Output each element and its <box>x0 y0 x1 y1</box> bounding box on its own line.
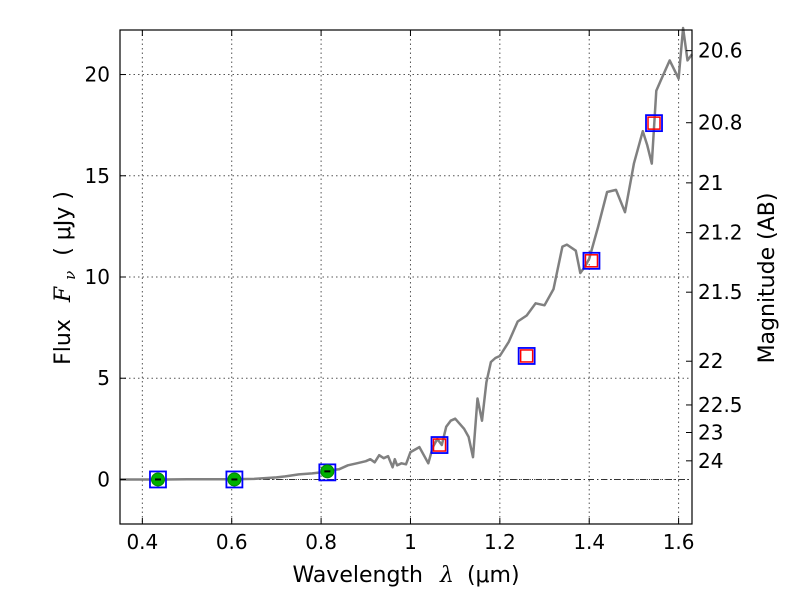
magnitude-tick-label: 21.2 <box>698 221 743 245</box>
model-photometry-square <box>517 347 536 365</box>
y-axis-symbol: F <box>51 286 76 303</box>
y2-axis-title: Magnitude (AB) <box>755 193 780 364</box>
points-group <box>149 114 663 489</box>
model-photometry-square <box>149 470 167 489</box>
y-tick-label: 20 <box>85 63 110 87</box>
y-axis-title-text: Flux <box>51 319 76 365</box>
x-tick-label: 1 <box>404 530 417 554</box>
y-tick-label: 10 <box>85 265 110 289</box>
magnitude-tick-label: 24 <box>698 449 723 473</box>
magnitude-tick-label: 22.5 <box>698 393 743 417</box>
x-tick-label: 1.6 <box>663 530 695 554</box>
model-photometry-square <box>225 470 244 489</box>
magnitude-tick-label: 21 <box>698 171 723 195</box>
x-tick-label: 0.8 <box>305 530 337 554</box>
x-axis-symbol: λ <box>439 563 454 588</box>
magnitude-tick-label: 23 <box>698 420 723 444</box>
upper-limit-square <box>432 438 447 452</box>
x-axis-title: Wavelength λ (μm) <box>292 563 519 588</box>
x-tick-label: 1.4 <box>573 530 605 554</box>
upper-limit-square <box>584 254 599 268</box>
upper-limit-square <box>647 116 661 130</box>
y-axis-unit: ( μJy ) <box>51 191 76 256</box>
magnitude-tick-label: 20.8 <box>698 111 743 135</box>
y-axis-subscript: ν <box>61 271 79 280</box>
y-axis-title: Flux F ν ( μJy ) <box>51 191 81 365</box>
x-axis-title-text: Wavelength <box>292 563 423 588</box>
model-photometry-square <box>582 251 601 270</box>
tick-labels: 0.4 0.6 0.8 1 1.2 1.4 1.6 0 5 10 15 20 20.6 20.8 21 21.… <box>85 39 743 554</box>
x-tick-label: 0.6 <box>216 530 248 554</box>
axes <box>119 29 693 525</box>
y-tick-label: 5 <box>97 366 110 390</box>
x-tick-label: 0.4 <box>126 530 158 554</box>
model-photometry-square <box>430 436 449 454</box>
magnitude-tick-label: 20.6 <box>698 39 743 63</box>
y-tick-label: 0 <box>97 467 110 491</box>
y-tick-label: 15 <box>85 164 110 188</box>
x-tick-label: 1.2 <box>484 530 516 554</box>
x-axis-unit: (μm) <box>467 563 520 588</box>
model-photometry-square <box>645 114 663 133</box>
magnitude-tick-label: 21.5 <box>698 280 743 304</box>
magnitude-tick-label: 22 <box>698 349 723 373</box>
upper-limit-square <box>519 349 534 363</box>
